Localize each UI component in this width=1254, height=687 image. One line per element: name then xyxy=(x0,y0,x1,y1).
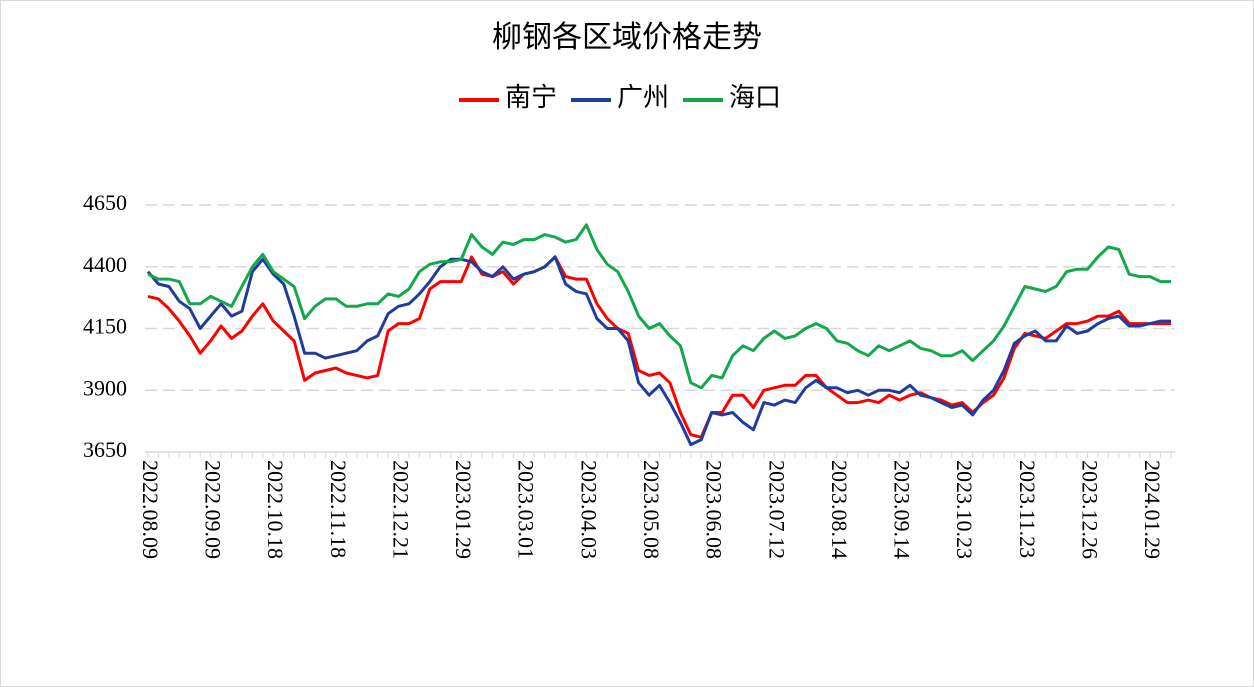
chart-title: 柳钢各区域价格走势 xyxy=(492,21,762,54)
y-tick-label: 4400 xyxy=(83,252,127,277)
series-line xyxy=(147,255,1171,439)
x-tick-label: 2023.10.23 xyxy=(952,460,977,559)
series-line xyxy=(146,255,1171,447)
x-tick-label: 2023.03.01 xyxy=(514,460,539,559)
x-tick-label: 2022.08.09 xyxy=(138,460,163,559)
series-line xyxy=(147,223,1171,390)
x-tick-label: 2023.07.12 xyxy=(764,460,789,559)
x-tick-label: 2023.12.26 xyxy=(1077,460,1102,559)
x-tick-label: 2022.11.18 xyxy=(326,460,351,558)
x-tick-label: 2023.01.29 xyxy=(451,460,476,559)
legend: 南宁 广州 海口 xyxy=(459,83,781,112)
x-tick-label: 2023.04.03 xyxy=(576,460,601,559)
y-tick-label: 3900 xyxy=(83,375,127,400)
legend-label: 海口 xyxy=(729,83,781,112)
y-tick-label: 3650 xyxy=(83,437,127,462)
x-tick-label: 2023.08.14 xyxy=(827,460,852,559)
x-tick-label: 2023.11.23 xyxy=(1015,460,1040,558)
x-tick-label: 2023.05.08 xyxy=(639,460,664,559)
x-tick-label: 2023.09.14 xyxy=(890,460,915,559)
legend-label: 广州 xyxy=(617,83,669,112)
x-tick-label: 2022.09.09 xyxy=(201,460,226,559)
legend-label: 南宁 xyxy=(505,83,557,112)
y-tick-label: 4150 xyxy=(83,314,127,339)
y-tick-label: 4650 xyxy=(83,190,127,215)
x-tick-label: 2022.10.18 xyxy=(263,460,288,559)
x-tick-label: 2024.01.29 xyxy=(1140,460,1165,559)
x-tick-label: 2022.12.21 xyxy=(388,460,413,559)
x-tick-label: 2023.06.08 xyxy=(702,460,727,559)
